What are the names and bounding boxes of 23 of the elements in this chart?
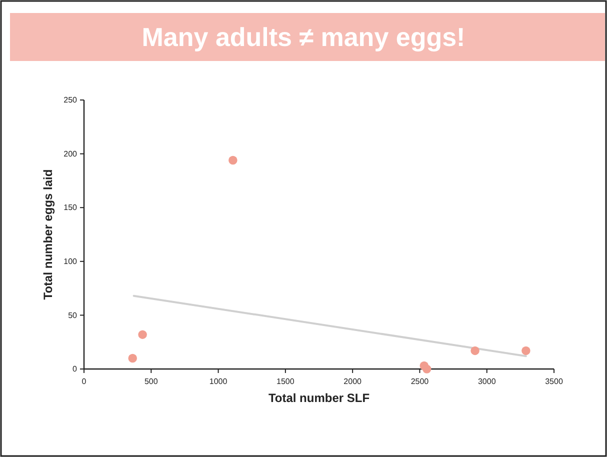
x-tick-label: 2000 (344, 377, 362, 386)
y-axis-title: Total number eggs laid (41, 169, 55, 300)
x-axis-title: Total number SLF (268, 391, 370, 405)
y-tick-label: 200 (64, 149, 78, 158)
point (522, 346, 530, 356)
x-tick-label: 2500 (410, 377, 430, 386)
point (228, 156, 238, 165)
y-tick-label: 100 (64, 256, 78, 266)
x-tick-label: 3500 (545, 377, 564, 386)
point (470, 346, 480, 356)
x-tick-label: 0 (82, 377, 87, 386)
y-tick-label: 150 (64, 203, 78, 212)
x-tick-label: 500 (144, 377, 158, 386)
point (422, 364, 432, 374)
chart-title: Many adults ≠ many eggs! (142, 22, 466, 52)
x-tick-label: 1500 (276, 377, 295, 386)
point (128, 354, 137, 363)
y-tick-label: 0 (72, 364, 78, 374)
y-tick-label: 50 (68, 310, 78, 320)
x-tick-label: 1000 (209, 377, 228, 386)
y-tick-label: 250 (64, 96, 78, 105)
point (138, 330, 147, 339)
x-tick-label: 3000 (478, 377, 496, 386)
